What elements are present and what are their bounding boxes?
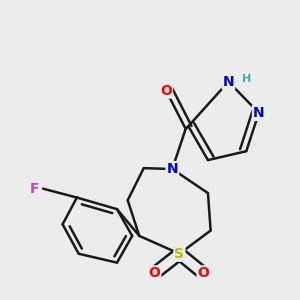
Text: H: H (242, 74, 251, 84)
Text: N: N (167, 162, 178, 176)
Text: S: S (174, 247, 184, 261)
Text: F: F (29, 182, 39, 196)
Text: N: N (253, 106, 265, 120)
Text: O: O (160, 84, 172, 98)
Text: O: O (198, 266, 209, 280)
Text: O: O (148, 266, 160, 280)
Text: N: N (223, 75, 234, 88)
